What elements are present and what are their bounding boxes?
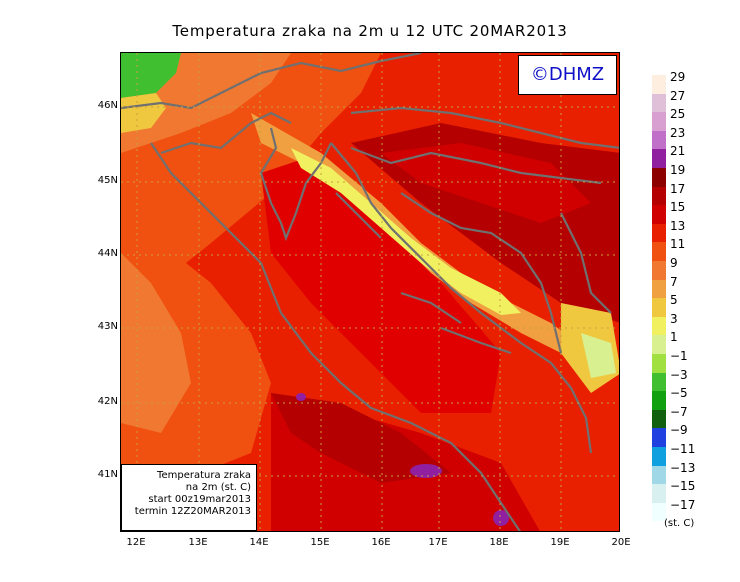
legend-swatch	[652, 428, 666, 447]
legend-label: 29	[670, 70, 686, 84]
lat-label-41: 41N	[97, 469, 118, 480]
border-croatia-hungary	[350, 106, 619, 149]
graticule	[121, 53, 619, 531]
legend-label: 15	[670, 200, 686, 215]
coast-dalmatia	[330, 142, 593, 454]
field-red-adriatic	[261, 153, 501, 413]
coast-istria	[259, 127, 332, 242]
island-krk	[335, 192, 382, 239]
legend-label: 19	[670, 163, 686, 177]
legend-label: −9	[670, 423, 688, 438]
legend-swatch	[652, 354, 666, 373]
field-purple-spot-1	[410, 464, 442, 478]
lon-label-16: 16E	[371, 537, 391, 548]
legend-swatch	[652, 465, 666, 485]
legend-swatch	[652, 279, 666, 299]
field-green-alps	[121, 53, 181, 98]
legend-label: −7	[670, 404, 688, 419]
field-purple-spot-2	[493, 510, 509, 526]
legend-swatch	[652, 75, 666, 94]
info-line-variable: Temperatura zraka	[157, 470, 251, 481]
legend-swatch	[652, 130, 666, 150]
lat-label-43: 43N	[97, 321, 118, 332]
legend-label: −13	[670, 460, 696, 475]
legend-swatch	[652, 186, 666, 206]
lon-label-14: 14E	[249, 537, 269, 548]
legend-swatch	[652, 261, 666, 280]
legend-label: 9	[670, 256, 678, 270]
lat-label-44: 44N	[97, 248, 118, 259]
legend-swatch	[652, 484, 666, 503]
border-bosnia	[400, 192, 563, 354]
legend-swatch	[652, 149, 666, 168]
legend-label: −3	[670, 367, 688, 382]
map-title: Temperatura zraka na 2m u 12 UTC 20MAR20…	[172, 22, 568, 40]
border-north	[121, 53, 422, 110]
field-dark-red-gulf	[271, 393, 451, 483]
lon-label-17: 17E	[428, 537, 448, 548]
legend-label: 5	[670, 293, 678, 308]
legend-swatch	[652, 391, 666, 410]
lon-label-20: 20E	[611, 537, 631, 548]
legend-label: 3	[670, 311, 678, 326]
lat-label-46: 46N	[97, 100, 118, 111]
legend-label: 1	[670, 330, 678, 345]
legend-swatch	[652, 112, 666, 131]
field-red-pannonia	[381, 143, 591, 223]
legend-label: −15	[670, 479, 696, 494]
lon-label-19: 19E	[550, 537, 570, 548]
lat-label-42: 42N	[97, 396, 118, 407]
coast-italy-east	[150, 142, 521, 531]
copyright-box: ©DHMZ	[518, 55, 617, 95]
legend-swatch	[652, 316, 666, 336]
legend-swatch	[652, 242, 666, 261]
border-serbia	[560, 212, 612, 314]
legend-swatch	[652, 502, 666, 522]
temperature-map: ©DHMZ Temperatura zraka na 2m (st. C) st…	[120, 52, 620, 532]
legend-unit: (st. C)	[664, 518, 695, 529]
coast-venice	[160, 111, 292, 155]
legend-swatch	[652, 168, 666, 187]
lon-label-15: 15E	[310, 537, 330, 548]
legend-swatch	[652, 298, 666, 317]
legend-label: 21	[670, 144, 686, 159]
legend-swatch	[652, 205, 666, 224]
legend-label: −17	[670, 497, 696, 512]
legend-swatch	[652, 409, 666, 429]
island-hvar	[400, 291, 462, 324]
legend-swatch	[652, 372, 666, 392]
info-line-unit: na 2m (st. C)	[185, 482, 251, 493]
legend-label: 13	[670, 218, 686, 233]
lon-label-12: 12E	[126, 537, 146, 548]
legend-label: 17	[670, 181, 686, 196]
legend-swatch	[652, 223, 666, 243]
field-dinaric-high	[291, 148, 521, 315]
map-canvas	[121, 53, 619, 531]
legend-label: −1	[670, 349, 688, 363]
field-green-east	[581, 333, 616, 378]
legend-label: 25	[670, 107, 686, 122]
lon-label-18: 18E	[489, 537, 509, 548]
legend-label: 11	[670, 237, 686, 252]
info-line-term: termin 12Z20MAR2013	[134, 506, 251, 517]
legend-label: −5	[670, 386, 688, 401]
info-box: Temperatura zraka na 2m (st. C) start 00…	[121, 464, 257, 531]
info-line-start: start 00z19mar2013	[148, 494, 251, 505]
lat-label-45: 45N	[97, 175, 118, 186]
legend-label: 23	[670, 125, 686, 140]
field-purple-spot-3	[296, 393, 306, 401]
lon-label-13: 13E	[188, 537, 208, 548]
field-light-orange-italy	[121, 253, 191, 433]
coastlines	[121, 53, 619, 531]
legend-swatch	[652, 93, 666, 113]
legend-label: 27	[670, 88, 686, 103]
border-sava	[350, 146, 602, 185]
legend-label: −11	[670, 442, 696, 456]
legend-label: 7	[670, 274, 678, 289]
legend-swatch	[652, 335, 666, 354]
island-korcula	[440, 326, 512, 355]
legend-swatch	[652, 447, 666, 466]
